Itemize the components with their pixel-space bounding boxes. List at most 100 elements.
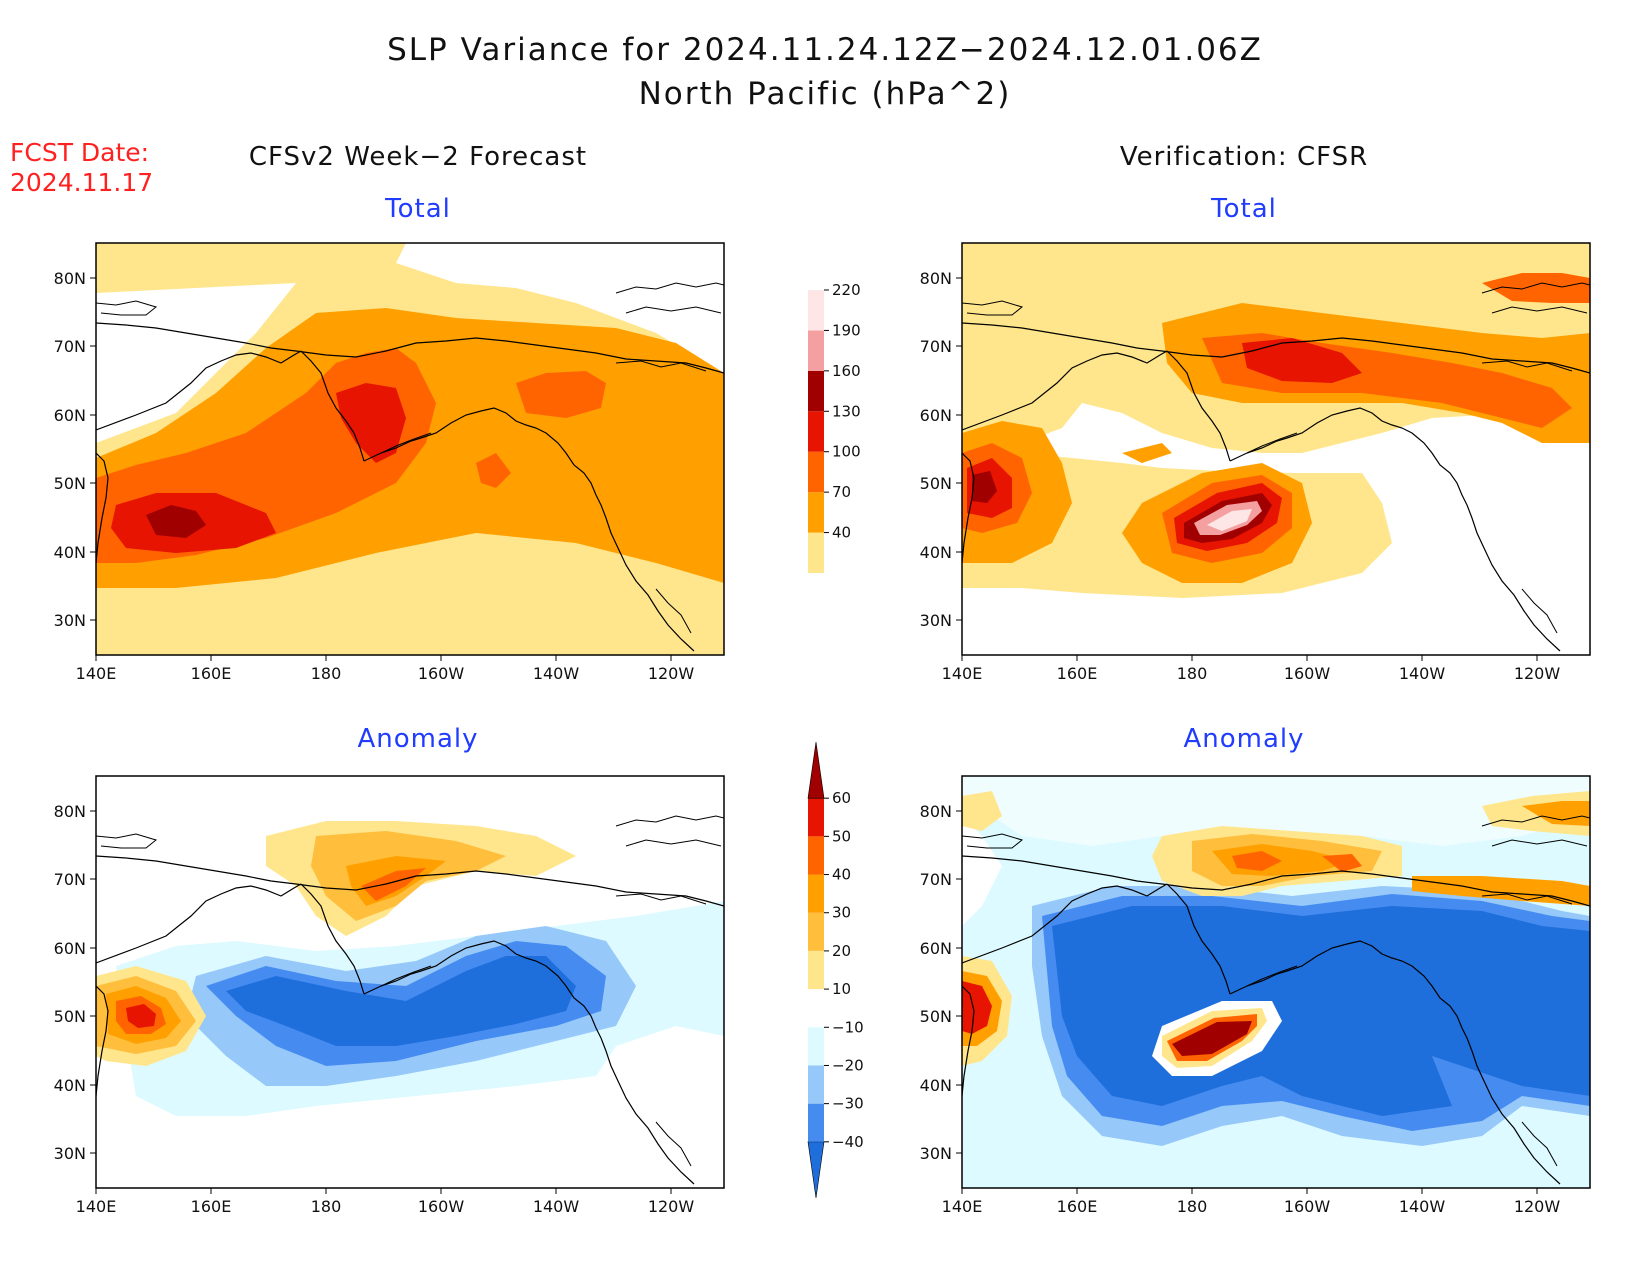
colorbar-cell	[807, 1141, 825, 1199]
lon-tick-label: 160E	[1057, 664, 1098, 683]
lat-tick-label: 80N	[54, 269, 86, 288]
lon-tick-label: 140W	[1399, 664, 1446, 683]
map-panel-forecast-anomaly	[95, 775, 725, 1189]
colorbar-cell	[808, 411, 824, 452]
lon-tick-label: 160W	[1284, 1197, 1331, 1216]
map-panel-verification-anomaly	[961, 775, 1591, 1189]
panel-title-bottom-left: Anomaly	[357, 724, 479, 754]
lat-tick-label: 80N	[54, 802, 86, 821]
colorbar-tick-label: 70	[832, 483, 851, 501]
lon-tick-label: 140W	[1399, 1197, 1446, 1216]
colorbar-cell	[808, 451, 824, 493]
lat-tick-label: 30N	[54, 611, 86, 630]
colorbar-cell	[808, 1027, 824, 1066]
colorbar-tick-label: 30	[832, 904, 851, 922]
colorbar-total: 40 70 100 130 160 190 220	[808, 281, 861, 573]
colorbar-cell	[807, 741, 825, 799]
panel-title-top-left: Total	[385, 194, 451, 224]
lon-tick-label: 180	[1177, 664, 1208, 683]
lat-tick-label: 40N	[54, 543, 86, 562]
colorbar-tick-label: 50	[832, 827, 851, 845]
lat-tick-label: 60N	[54, 939, 86, 958]
colorbar-cell	[808, 370, 824, 412]
lon-tick-label: 120W	[648, 664, 695, 683]
lat-tick-label: 40N	[920, 1076, 952, 1095]
colorbar-tick-label: −40	[832, 1133, 864, 1151]
lat-tick-label: 70N	[920, 337, 952, 356]
main-title: SLP Variance for 2024.11.24.12Z−2024.12.…	[387, 32, 1263, 68]
lon-tick-label: 120W	[1514, 1197, 1561, 1216]
lat-tick-label: 80N	[920, 269, 952, 288]
lat-tick-label: 30N	[54, 1144, 86, 1163]
lat-tick-label: 40N	[920, 543, 952, 562]
lat-tick-label: 60N	[920, 406, 952, 425]
panel-title-top-right: Total	[1211, 194, 1277, 224]
lon-tick-label: 140E	[76, 1197, 117, 1216]
lon-tick-label: 140W	[533, 1197, 580, 1216]
right-column-title: Verification: CFSR	[1119, 142, 1369, 172]
lon-tick-label: 160W	[418, 664, 465, 683]
colorbar-cell	[808, 836, 824, 875]
lat-tick-label: 60N	[54, 406, 86, 425]
colorbars: 40 70 100 130 160 190 220 −40 −30 −20 −10 10 20 30 40 5…	[807, 281, 864, 1199]
lon-tick-label: 140E	[942, 664, 983, 683]
colorbar-cell	[808, 1065, 824, 1104]
lat-tick-label: 70N	[920, 870, 952, 889]
lat-tick-label: 50N	[920, 1007, 952, 1026]
lon-tick-label: 160W	[1284, 664, 1331, 683]
lon-tick-label: 140W	[533, 664, 580, 683]
lon-tick-label: 160E	[191, 1197, 232, 1216]
colorbar-tick-label: 10	[832, 980, 851, 998]
map-panel-verification-total	[961, 242, 1591, 656]
colorbar-tick-label: 60	[832, 789, 851, 807]
map-panel-forecast-total	[95, 242, 725, 656]
colorbar-tick-label: 160	[832, 362, 861, 380]
colorbar-tick-label: 20	[832, 942, 851, 960]
lat-tick-label: 30N	[920, 611, 952, 630]
left-column-title: CFSv2 Week−2 Forecast	[248, 142, 588, 172]
colorbar-cell	[808, 874, 824, 913]
colorbar-tick-label: 130	[832, 402, 861, 420]
colorbar-tick-label: −10	[832, 1018, 864, 1036]
colorbar-tick-label: 190	[832, 321, 861, 339]
colorbar-cell	[808, 290, 824, 331]
lon-tick-label: 180	[311, 1197, 342, 1216]
colorbar-cell	[808, 532, 824, 573]
lon-tick-label: 140E	[942, 1197, 983, 1216]
lon-tick-label: 160W	[418, 1197, 465, 1216]
lat-tick-label: 80N	[920, 802, 952, 821]
colorbar-cell	[808, 330, 824, 371]
lat-tick-label: 50N	[54, 1007, 86, 1026]
axis-labels: 80N 70N 60N 50N 40N 30N 140E 160E 180 160W 140W 120…	[54, 269, 1561, 1216]
colorbar-cell	[808, 912, 824, 951]
lat-tick-label: 60N	[920, 939, 952, 958]
colorbar-tick-label: 40	[832, 866, 851, 884]
lat-tick-label: 50N	[54, 474, 86, 493]
panel-title-bottom-right: Anomaly	[1183, 724, 1305, 754]
lat-tick-label: 40N	[54, 1076, 86, 1095]
lat-tick-label: 50N	[920, 474, 952, 493]
colorbar-tick-label: 40	[832, 524, 851, 542]
colorbar-anomaly: −40 −30 −20 −10 10 20 30 40 50 60	[807, 741, 864, 1199]
colorbar-tick-label: −20	[832, 1056, 864, 1074]
lon-tick-label: 120W	[1514, 664, 1561, 683]
lat-tick-label: 70N	[54, 337, 86, 356]
colorbar-tick-label: 220	[832, 281, 861, 299]
colorbar-cell	[808, 798, 824, 837]
lat-tick-label: 70N	[54, 870, 86, 889]
colorbar-cell	[808, 1103, 824, 1142]
lat-tick-label: 30N	[920, 1144, 952, 1163]
colorbar-tick-label: 100	[832, 443, 861, 461]
colorbar-cell	[808, 989, 824, 1028]
colorbar-tick-label: −30	[832, 1095, 864, 1113]
colorbar-cell	[808, 950, 824, 990]
colorbar-cell	[808, 492, 824, 533]
lon-tick-label: 160E	[1057, 1197, 1098, 1216]
lon-tick-label: 120W	[648, 1197, 695, 1216]
fcst-date-value: 2024.11.17	[10, 168, 154, 197]
fcst-date-heading: FCST Date:	[10, 138, 150, 167]
main-subtitle: North Pacific (hPa^2)	[638, 76, 1012, 112]
lon-tick-label: 180	[311, 664, 342, 683]
lon-tick-label: 140E	[76, 664, 117, 683]
